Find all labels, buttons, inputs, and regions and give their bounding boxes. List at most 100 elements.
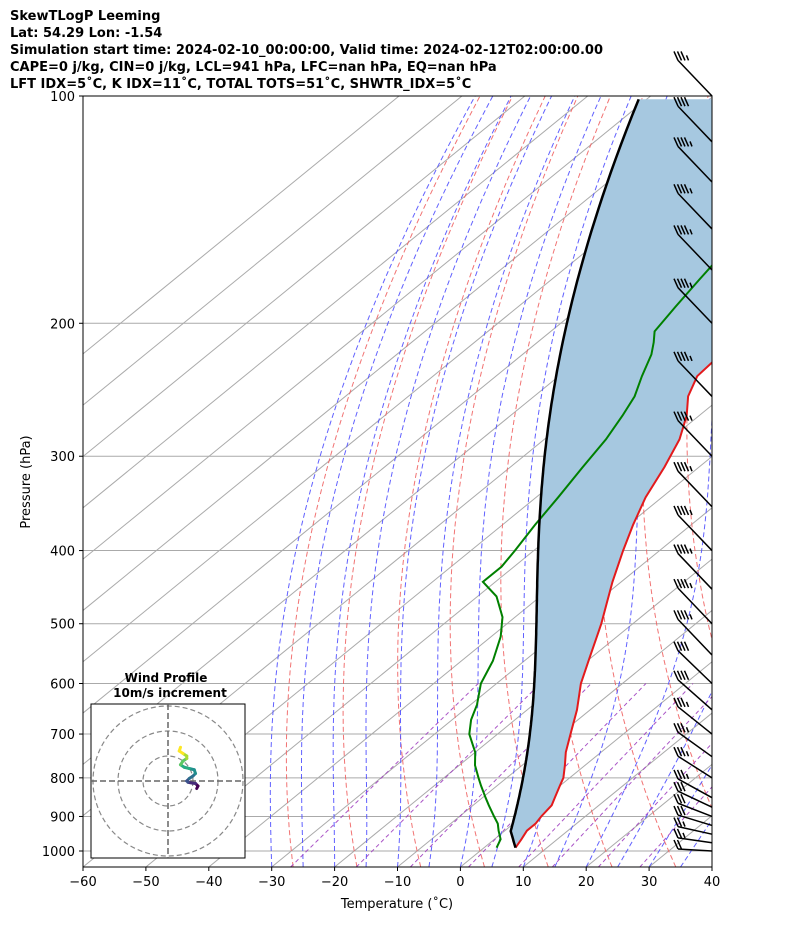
wind-barb-flag [676, 96, 683, 107]
dry-adiabat-line [730, 96, 794, 867]
wind-barb-flag [680, 51, 686, 61]
mixing-ratio-line [518, 683, 694, 867]
isotherm-line [711, 866, 712, 867]
wind-barb-flag [673, 641, 679, 652]
wind-barb-flag [676, 817, 683, 827]
wind-barb-staff [677, 650, 713, 685]
wind-barb-flag [680, 722, 686, 733]
wind-barb-flag [680, 769, 686, 780]
wind-barb-staff [677, 848, 713, 852]
wind-barb [673, 805, 713, 827]
wind-barb-staff [677, 470, 713, 508]
wind-barb [673, 544, 713, 590]
hodograph-plot [91, 704, 245, 858]
wind-barb-flag [680, 137, 686, 147]
wind-barb-flag [676, 805, 683, 816]
wind-barb-half [682, 821, 686, 827]
wind-barb-flag [673, 769, 679, 780]
wind-barb-half [685, 701, 690, 708]
wind-barb-flag [680, 697, 686, 708]
wind-barb-flag [673, 137, 679, 147]
y-tick-label: 400 [50, 545, 75, 560]
moist-adiabat-line [711, 866, 712, 867]
wind-barb [673, 769, 713, 799]
wind-barb-flag [676, 697, 683, 708]
y-tick-label: 700 [50, 728, 75, 743]
y-axis-label: Pressure (hPa) [19, 435, 34, 528]
x-tick-label: 20 [578, 875, 595, 890]
wind-barb-flag [676, 278, 683, 288]
y-tick-label: 100 [50, 90, 75, 105]
wind-barb-flag [676, 51, 683, 61]
mixing-ratio-line [290, 683, 479, 867]
wind-barb-flag [680, 461, 686, 472]
mixing-ratio-line [355, 683, 541, 867]
wind-barb-flag [676, 351, 683, 362]
wind-barb [673, 793, 713, 818]
isotherm-line [83, 96, 526, 458]
wind-barb-flag [673, 51, 679, 61]
moist-adiabat-line [585, 409, 712, 867]
wind-barb-flag [680, 544, 686, 554]
mixing-ratio-line [551, 695, 712, 867]
wind-barb-staff [677, 618, 713, 656]
x-tick-label: 30 [641, 875, 658, 890]
wind-barb-flag [683, 225, 690, 235]
wind-barb-flag [680, 805, 686, 816]
isotherm-line [83, 96, 712, 612]
wind-barb [673, 817, 713, 835]
wind-barb-staff [677, 790, 713, 808]
isotherm-line [83, 96, 651, 560]
isotherm-line [83, 96, 400, 355]
axes: −60 −50 −40 −30 −20 −10 0 10 20 30 40 1000 900 800 700… [42, 90, 720, 890]
hodograph-inset: Wind Profile 10m/s increment [90, 671, 246, 859]
y-tick-label: 300 [50, 450, 75, 465]
moist-adiabat-line [301, 96, 494, 867]
wind-barb [673, 746, 713, 779]
y-tick-label: 800 [50, 772, 75, 787]
mixing-ratio-line [598, 742, 712, 867]
wind-barb [673, 670, 713, 711]
wind-barb-half [689, 548, 693, 554]
parcel-profile [509, 98, 640, 849]
wind-barb-half [689, 415, 693, 421]
wind-barb-half [685, 726, 690, 733]
wind-barb-flag [673, 184, 679, 194]
x-tick-label: −20 [321, 875, 348, 890]
wind-barb-flag [676, 641, 683, 652]
wind-barb-staff [677, 825, 713, 835]
wind-barb [673, 351, 713, 397]
wind-barb-flag [673, 722, 679, 733]
hodograph-segment [177, 745, 182, 753]
x-tick-label: −60 [69, 875, 96, 890]
wind-barb-flag [673, 461, 679, 472]
wind-barb [673, 578, 713, 625]
wind-barb-staff [677, 755, 713, 779]
wind-barb-flag [680, 793, 686, 804]
wind-barb-flag [673, 828, 679, 839]
wind-barb [673, 641, 713, 685]
wind-barb-staff [677, 420, 713, 457]
wind-barb-half [689, 614, 693, 620]
wind-barb-staff [677, 814, 713, 827]
wind-barb-flag [680, 746, 686, 757]
wind-barb-staff [677, 778, 713, 799]
wind-barb-half [689, 282, 693, 288]
wind-barb-half [685, 750, 690, 757]
dry-adiabat-line [596, 96, 677, 867]
chart-header: SkewTLogP Leeming Lat: 54.29 Lon: -1.54 … [10, 8, 603, 93]
wind-barb-staff [677, 514, 713, 552]
dry-adiabat-line [772, 96, 794, 867]
wind-barb-half [689, 465, 693, 472]
wind-barb-half [689, 509, 693, 516]
wind-barb-flag [683, 351, 690, 362]
wind-barbs [673, 51, 713, 852]
wind-barb-flag [680, 578, 686, 589]
wind-barb [673, 839, 713, 852]
wind-barb-flag [673, 278, 679, 288]
wind-barb-flag [683, 578, 690, 589]
wind-barb-flag [676, 578, 683, 589]
wind-barb-flag [683, 278, 690, 288]
wind-barb [673, 51, 713, 97]
